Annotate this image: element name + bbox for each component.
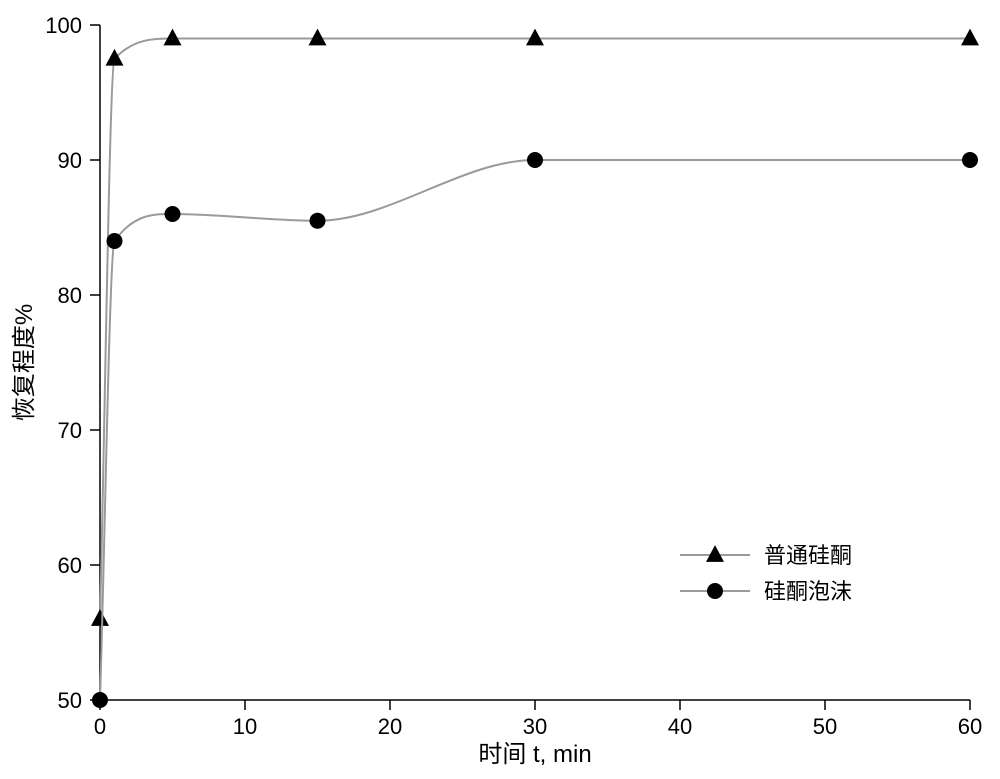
chart-container: 0 10 20 30 40 50 60 50 60 70 80 90 100 时间 t, min 恢复程度%…: [0, 0, 1000, 779]
x-axis-title: 时间 t, min: [478, 741, 591, 768]
y-tick-label: 90: [58, 148, 82, 173]
x-tick-label: 10: [233, 714, 257, 739]
x-tick-label: 40: [668, 714, 692, 739]
series-marker-1: [310, 213, 326, 229]
series-marker-1: [527, 152, 543, 168]
y-tick-label: 60: [58, 553, 82, 578]
x-tick-label: 50: [813, 714, 837, 739]
y-tick-label: 100: [45, 13, 82, 38]
chart-background: [0, 0, 1000, 779]
series-marker-1: [107, 233, 123, 249]
series-marker-1: [962, 152, 978, 168]
legend-label-1: 硅酮泡沫: [764, 579, 852, 604]
legend-label-0: 普通硅酮: [764, 543, 852, 568]
y-tick-label: 80: [58, 283, 82, 308]
x-tick-label: 20: [378, 714, 402, 739]
y-tick-label: 70: [58, 418, 82, 443]
y-axis-title: 恢复程度%: [11, 304, 38, 421]
series-marker-1: [92, 692, 108, 708]
y-tick-label: 50: [58, 688, 82, 713]
x-tick-label: 30: [523, 714, 547, 739]
x-tick-label: 60: [958, 714, 982, 739]
x-tick-label: 0: [94, 714, 106, 739]
line-chart: 0 10 20 30 40 50 60 50 60 70 80 90 100 时间 t, min 恢复程度%…: [0, 0, 1000, 779]
legend-marker-1: [707, 583, 723, 599]
series-marker-1: [165, 206, 181, 222]
